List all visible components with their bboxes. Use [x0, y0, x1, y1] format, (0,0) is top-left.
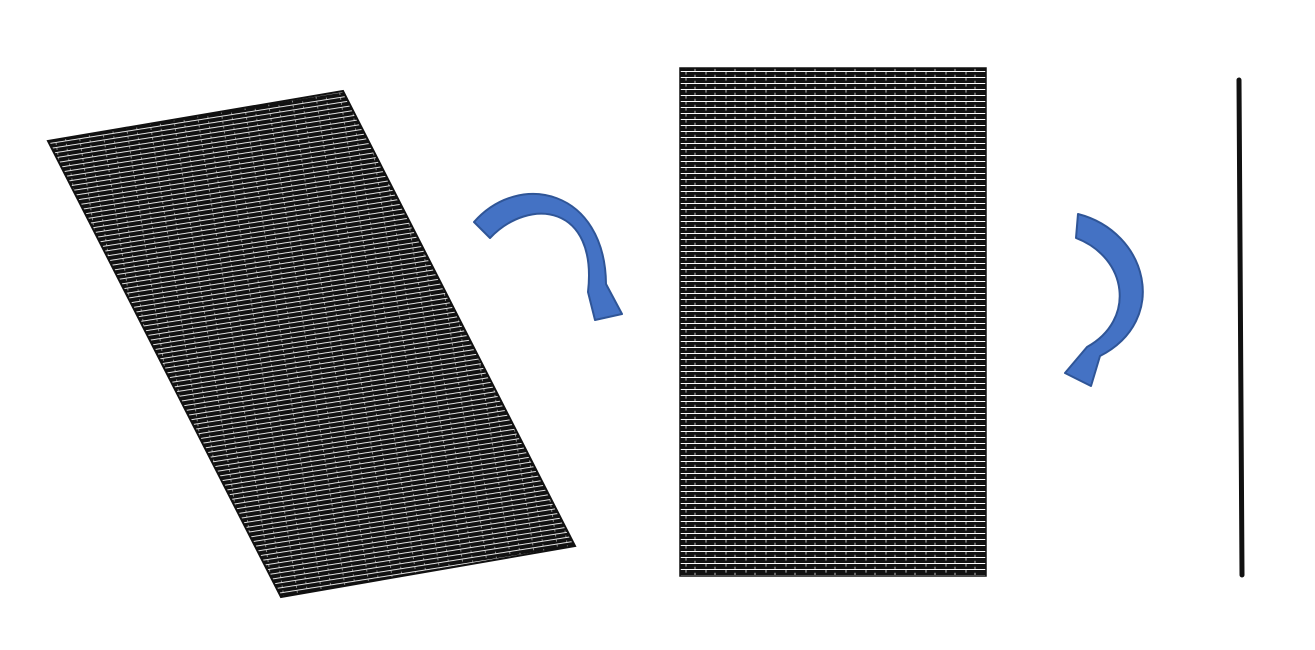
curved-arrow-icon [473, 192, 623, 321]
upright-grid-body [679, 67, 987, 577]
upright-point-grid [679, 67, 987, 577]
skewed-grid-body [46, 89, 577, 599]
curved-arrow-icon [1064, 213, 1144, 387]
collapsed-line [1236, 77, 1245, 578]
arrow-skewed-to-upright [473, 192, 623, 321]
collapsed-line-body [1236, 77, 1245, 578]
arrow-upright-to-line [1064, 213, 1144, 387]
skewed-point-grid [46, 89, 577, 599]
